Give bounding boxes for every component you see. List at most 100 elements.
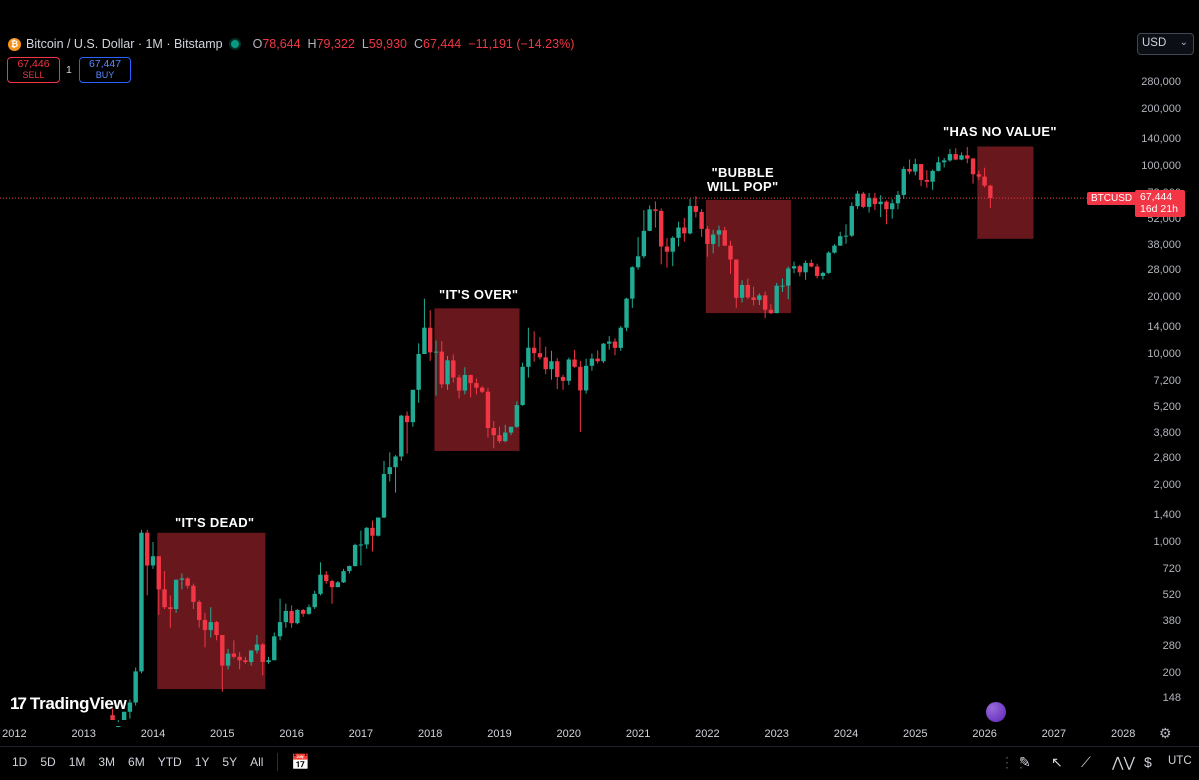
candle[interactable]: [145, 529, 150, 596]
currency-select[interactable]: USD ⌄: [1137, 33, 1194, 55]
candle[interactable]: [358, 530, 364, 566]
candle[interactable]: [456, 374, 462, 399]
candle[interactable]: [399, 414, 404, 461]
candle[interactable]: [324, 571, 329, 584]
candle[interactable]: [121, 711, 127, 720]
candle[interactable]: [312, 590, 317, 610]
candle[interactable]: [849, 202, 854, 238]
candle[interactable]: [428, 310, 433, 361]
candle[interactable]: [387, 452, 392, 482]
candle[interactable]: [791, 261, 797, 274]
candle[interactable]: [601, 342, 606, 364]
candle[interactable]: [479, 386, 485, 394]
candle[interactable]: [682, 217, 687, 242]
candle[interactable]: [710, 229, 716, 254]
candle[interactable]: [751, 286, 756, 306]
sell-button[interactable]: 67,446 SELL: [7, 57, 60, 83]
candle[interactable]: [520, 362, 525, 406]
candle[interactable]: [329, 579, 335, 604]
candle[interactable]: [202, 612, 208, 648]
candle[interactable]: [786, 266, 791, 300]
candle[interactable]: [214, 621, 219, 641]
candle[interactable]: [410, 389, 416, 427]
candle[interactable]: [918, 163, 924, 187]
candle[interactable]: [531, 331, 537, 362]
candle[interactable]: [306, 604, 312, 615]
candle[interactable]: [988, 184, 993, 208]
candle[interactable]: [803, 260, 808, 280]
candle[interactable]: [618, 325, 623, 351]
candle[interactable]: [630, 266, 635, 308]
ai-assistant-icon[interactable]: [986, 702, 1006, 722]
candle[interactable]: [635, 237, 641, 270]
annotation-its-dead[interactable]: "IT'S DEAD": [175, 515, 255, 530]
candle[interactable]: [965, 147, 970, 164]
candle[interactable]: [220, 635, 225, 692]
candle[interactable]: [861, 191, 866, 209]
candle[interactable]: [774, 282, 779, 314]
gear-icon[interactable]: ⚙: [1159, 725, 1172, 741]
candle[interactable]: [445, 356, 450, 390]
candle[interactable]: [612, 338, 618, 356]
candle[interactable]: [439, 341, 444, 388]
candle[interactable]: [641, 210, 647, 259]
drag-handle-icon[interactable]: ⋮⋮: [1000, 754, 1028, 770]
candle[interactable]: [953, 148, 958, 161]
candle[interactable]: [543, 346, 548, 375]
candle[interactable]: [670, 236, 675, 267]
candle[interactable]: [254, 635, 260, 654]
candle[interactable]: [341, 568, 346, 584]
candle[interactable]: [872, 192, 878, 210]
candle[interactable]: [866, 192, 872, 213]
candle[interactable]: [514, 401, 520, 428]
candle[interactable]: [237, 651, 242, 670]
candle[interactable]: [133, 667, 138, 706]
candle[interactable]: [243, 656, 248, 664]
candle[interactable]: [924, 170, 930, 188]
candle[interactable]: [693, 196, 699, 218]
candle[interactable]: [508, 426, 514, 436]
candle[interactable]: [127, 699, 133, 719]
candle[interactable]: [433, 340, 439, 396]
candle[interactable]: [197, 600, 202, 628]
candle[interactable]: [416, 343, 421, 403]
candle[interactable]: [976, 170, 982, 180]
candle[interactable]: [352, 543, 358, 567]
candle[interactable]: [959, 152, 964, 161]
candle[interactable]: [191, 583, 196, 610]
range-ytd[interactable]: YTD: [157, 755, 182, 769]
candle[interactable]: [647, 205, 652, 232]
candle[interactable]: [451, 354, 456, 383]
candle[interactable]: [485, 387, 491, 438]
candle[interactable]: [572, 350, 577, 368]
range-5d[interactable]: 5D: [40, 755, 56, 769]
candle[interactable]: [381, 460, 387, 519]
pen-tool-icon[interactable]: ✎: [1019, 754, 1031, 770]
candle[interactable]: [716, 225, 722, 247]
order-quantity[interactable]: 1: [66, 64, 72, 76]
candle[interactable]: [624, 297, 629, 332]
candle[interactable]: [607, 336, 612, 350]
candle[interactable]: [404, 411, 410, 454]
symbol-title[interactable]: Bitcoin / U.S. Dollar · 1M · Bitstamp: [26, 37, 223, 51]
candle[interactable]: [578, 360, 583, 432]
candle[interactable]: [272, 632, 277, 661]
candle[interactable]: [653, 201, 658, 228]
cursor-icon[interactable]: ↖: [1051, 754, 1063, 770]
tradingview-logo[interactable]: 17 TradingView: [10, 694, 127, 714]
candle[interactable]: [462, 367, 468, 395]
candle[interactable]: [549, 350, 554, 380]
candle[interactable]: [468, 374, 473, 398]
range-1y[interactable]: 1Y: [194, 755, 210, 769]
trend-line-icon[interactable]: ⟋: [1081, 754, 1091, 770]
range-5y[interactable]: 5Y: [222, 755, 238, 769]
candle[interactable]: [208, 607, 213, 638]
candle[interactable]: [335, 581, 340, 588]
candle[interactable]: [947, 148, 953, 162]
candle[interactable]: [116, 720, 121, 728]
candle[interactable]: [595, 350, 600, 364]
candle[interactable]: [739, 280, 745, 303]
candle[interactable]: [826, 251, 831, 275]
candle[interactable]: [474, 378, 479, 395]
candle[interactable]: [941, 157, 947, 168]
